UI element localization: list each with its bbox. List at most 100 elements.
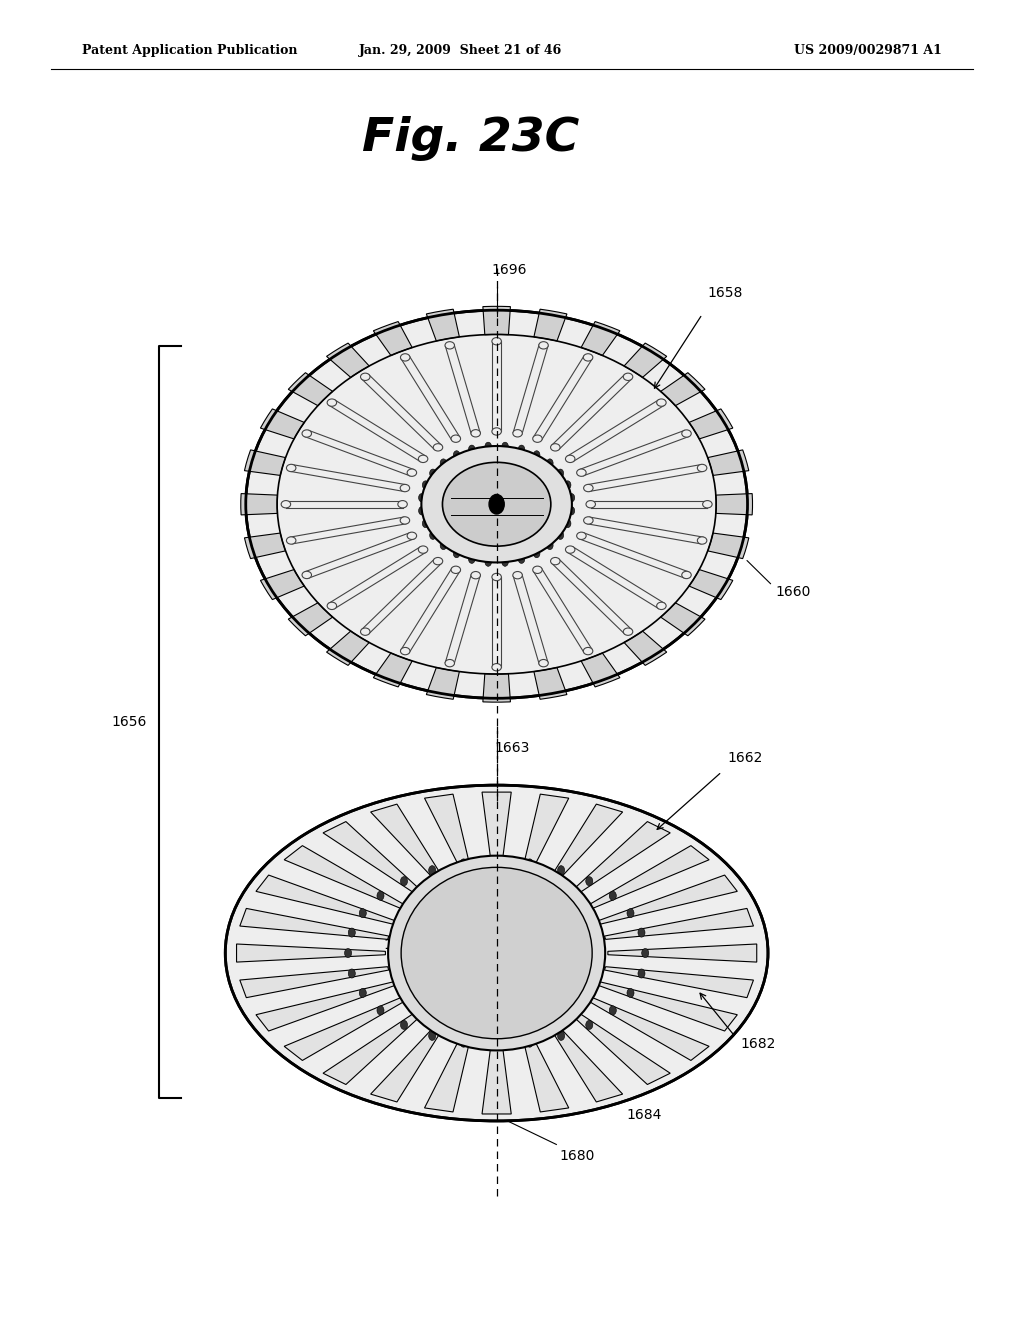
Circle shape [586,1020,593,1030]
Polygon shape [543,1014,623,1102]
Polygon shape [564,821,671,900]
Ellipse shape [492,664,502,671]
Ellipse shape [287,465,296,471]
Polygon shape [323,821,429,900]
Polygon shape [482,1022,511,1114]
Text: 1682: 1682 [741,1036,776,1051]
Polygon shape [374,322,413,355]
Polygon shape [543,804,623,892]
Ellipse shape [656,602,667,610]
Ellipse shape [302,572,311,578]
Circle shape [526,1038,534,1047]
Ellipse shape [400,354,410,362]
Ellipse shape [697,465,707,471]
Circle shape [430,531,436,540]
Ellipse shape [400,516,410,524]
Circle shape [429,1031,435,1040]
Ellipse shape [327,602,337,610]
Polygon shape [323,1006,429,1085]
Circle shape [485,442,492,450]
Polygon shape [483,306,510,335]
Ellipse shape [584,354,593,362]
Circle shape [469,445,475,454]
Polygon shape [581,653,620,686]
Polygon shape [482,792,511,884]
Ellipse shape [624,374,633,380]
Circle shape [557,469,563,478]
Polygon shape [564,1006,671,1085]
Circle shape [558,866,564,875]
Polygon shape [660,372,705,405]
Circle shape [454,450,460,459]
Circle shape [419,494,425,502]
Polygon shape [660,603,705,636]
Polygon shape [604,908,754,940]
Polygon shape [582,994,709,1060]
Text: 1680: 1680 [559,1150,594,1163]
Ellipse shape [452,566,461,573]
Circle shape [422,519,429,528]
Polygon shape [241,494,278,515]
Ellipse shape [697,537,707,544]
Text: 1684: 1684 [627,1107,663,1122]
Circle shape [526,859,534,869]
Text: 1686: 1686 [492,956,527,970]
Circle shape [547,541,553,549]
Circle shape [642,949,649,957]
Polygon shape [240,908,389,940]
Polygon shape [256,875,397,925]
Polygon shape [260,569,304,599]
Ellipse shape [492,573,502,581]
Polygon shape [285,846,412,912]
Polygon shape [708,533,749,558]
Ellipse shape [302,430,311,437]
Polygon shape [582,846,709,912]
Polygon shape [289,372,333,405]
Ellipse shape [656,399,667,407]
Ellipse shape [400,484,410,492]
Ellipse shape [492,428,502,436]
Polygon shape [426,309,460,341]
Circle shape [377,891,384,900]
Circle shape [344,949,351,957]
Polygon shape [483,673,510,702]
Ellipse shape [577,532,586,540]
Ellipse shape [400,647,410,655]
Ellipse shape [287,537,296,544]
Ellipse shape [471,429,480,437]
Text: 1662: 1662 [727,751,763,766]
Text: 1658: 1658 [708,286,742,301]
Polygon shape [371,1014,451,1102]
Circle shape [568,507,574,515]
Circle shape [348,969,355,978]
Ellipse shape [442,462,551,546]
Text: 1688: 1688 [383,939,419,952]
Circle shape [429,866,435,875]
Polygon shape [624,343,667,378]
Polygon shape [581,322,620,355]
Circle shape [419,507,425,515]
Circle shape [534,450,540,459]
Circle shape [557,531,563,540]
Ellipse shape [419,546,428,553]
Ellipse shape [388,855,605,1051]
Polygon shape [240,966,389,998]
Polygon shape [426,668,460,700]
Polygon shape [425,1020,474,1111]
Circle shape [609,1006,616,1015]
Ellipse shape [513,572,522,579]
Polygon shape [425,795,474,886]
Circle shape [627,908,634,917]
Text: Patent Application Publication: Patent Application Publication [82,44,297,57]
Polygon shape [289,603,333,636]
Circle shape [564,480,571,490]
Circle shape [460,1038,467,1047]
Ellipse shape [433,444,442,451]
Circle shape [518,445,524,454]
Polygon shape [596,981,737,1031]
Ellipse shape [584,647,593,655]
Ellipse shape [492,338,502,345]
Polygon shape [604,966,754,998]
Circle shape [534,549,540,558]
Ellipse shape [433,557,442,565]
